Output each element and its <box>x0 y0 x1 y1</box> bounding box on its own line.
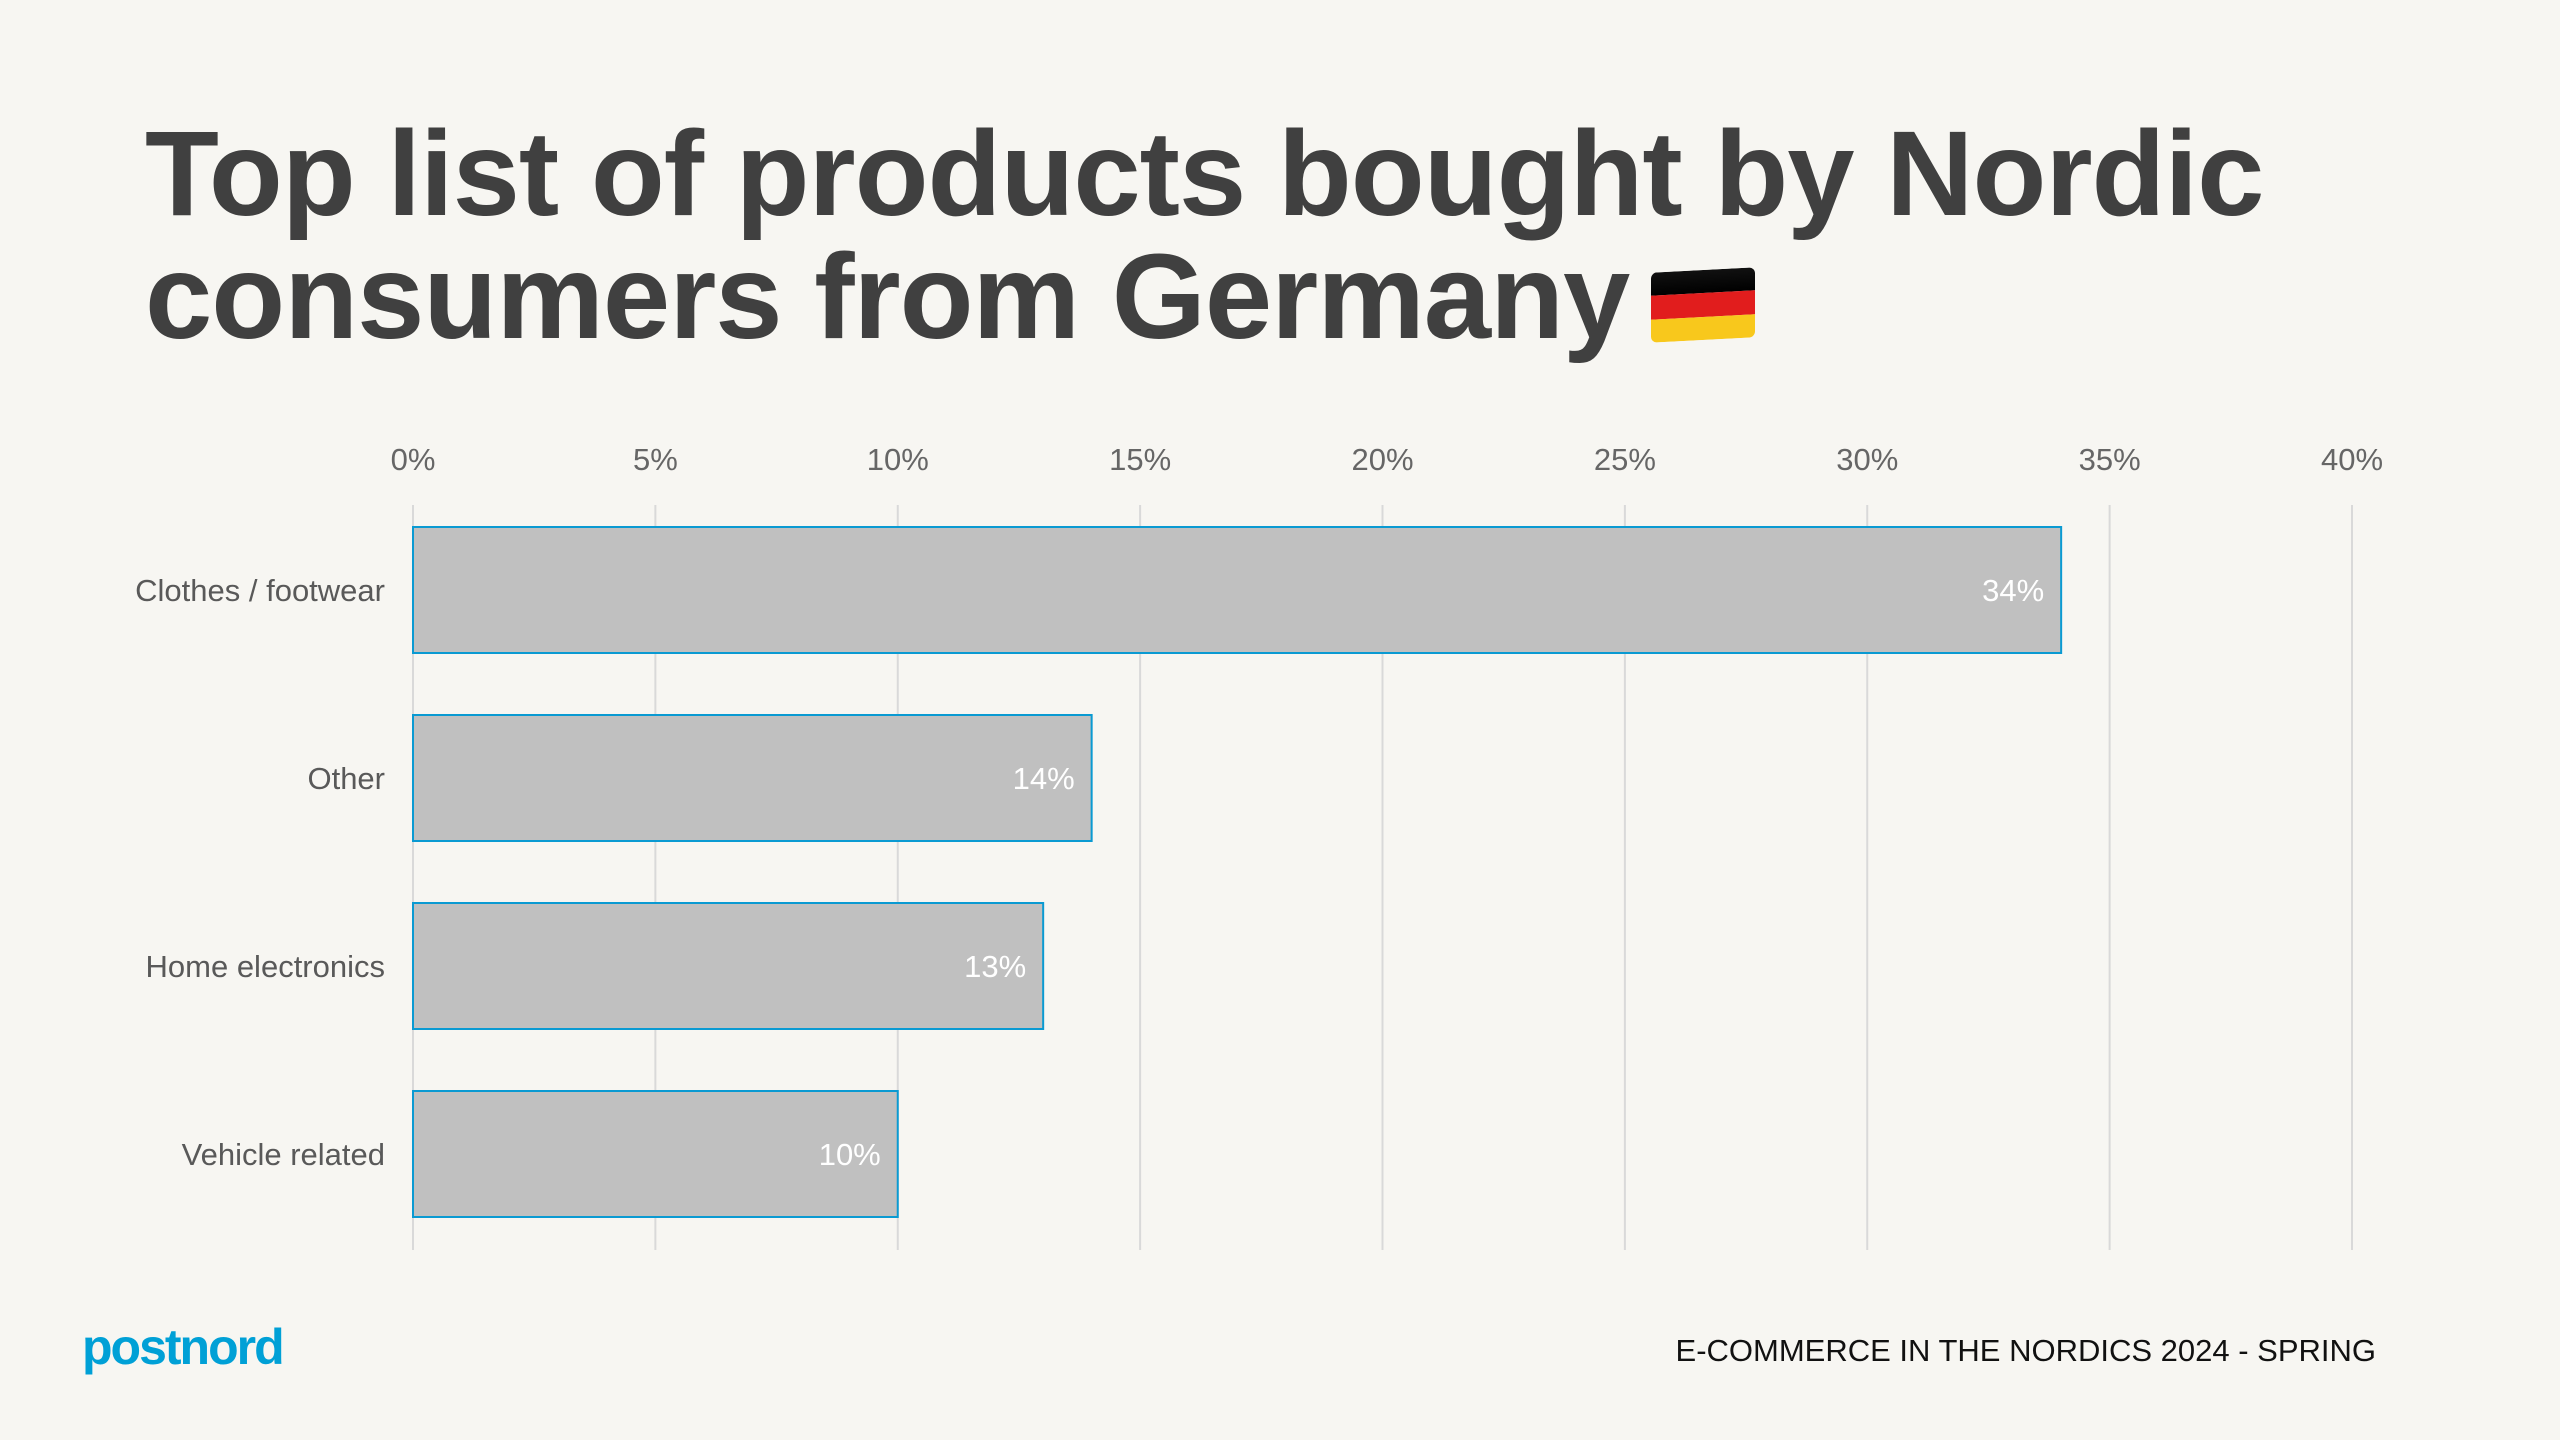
footer-text: E-COMMERCE IN THE NORDICS 2024 - SPRING <box>1675 1333 2376 1368</box>
data-label: 34% <box>1982 573 2044 608</box>
data-label: 14% <box>1013 761 1075 796</box>
x-tick-label: 5% <box>633 442 678 477</box>
postnord-logo: postnord <box>82 1319 285 1375</box>
category-label: Vehicle related <box>182 1137 385 1172</box>
bar <box>412 902 1045 1030</box>
data-label: 10% <box>819 1137 881 1172</box>
x-tick-label: 0% <box>391 442 436 477</box>
category-label: Clothes / footwear <box>135 573 385 608</box>
category-label: Home electronics <box>146 949 385 984</box>
bar <box>412 714 1093 842</box>
x-tick-label: 20% <box>1351 442 1413 477</box>
data-label: 13% <box>964 949 1026 984</box>
x-tick-label: 15% <box>1109 442 1171 477</box>
x-tick-label: 10% <box>867 442 929 477</box>
bar <box>412 1090 899 1218</box>
x-tick-label: 30% <box>1836 442 1898 477</box>
x-tick-label: 35% <box>2079 442 2141 477</box>
bar <box>412 526 2063 654</box>
page-title: Top list of products bought by Nordic co… <box>145 112 2560 358</box>
x-tick-label: 40% <box>2321 442 2383 477</box>
title-text: Top list of products bought by Nordic co… <box>145 105 2264 364</box>
category-label: Other <box>307 761 385 796</box>
x-tick-label: 25% <box>1594 442 1656 477</box>
